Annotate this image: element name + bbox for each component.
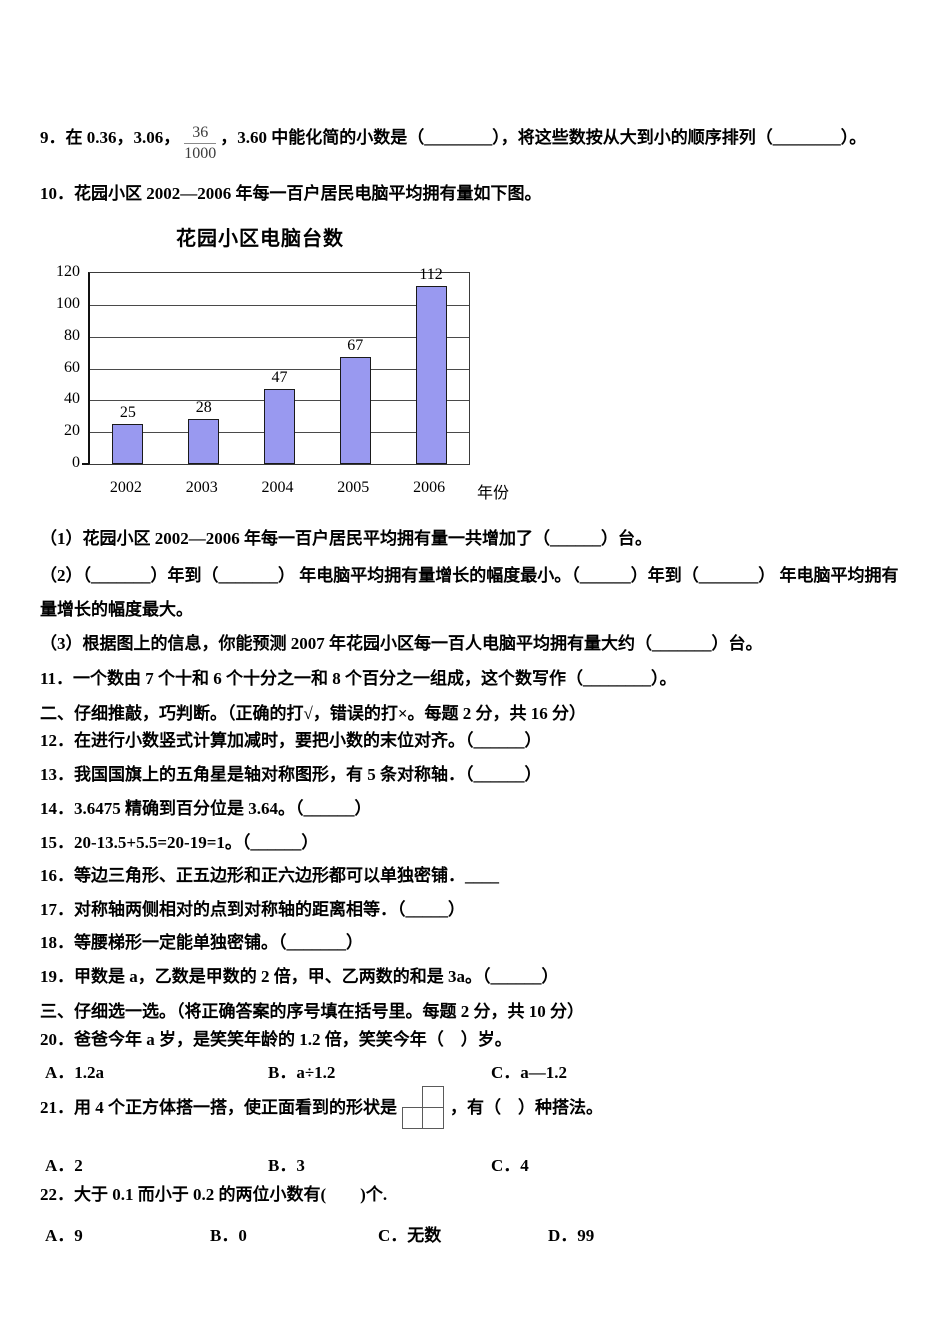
y-axis-tick bbox=[82, 463, 89, 465]
question-20: 20．爸爸今年 a 岁，是笑笑年龄的 1.2 倍，笑笑今年（ ）岁。 bbox=[40, 1030, 512, 1049]
bar-value-label-2002: 25 bbox=[119, 404, 136, 422]
section-3-header: 三、仔细选一选。（将正确答案的序号填在括号里。每题 2 分，共 10 分） bbox=[40, 1002, 584, 1021]
y-axis-label-20: 20 bbox=[64, 422, 80, 440]
cube-front-view-shape bbox=[402, 1086, 445, 1129]
bar-value-label-2003: 28 bbox=[195, 399, 212, 417]
x-axis-label-2004: 2004 bbox=[261, 479, 294, 496]
question-10-sub-3: （3）根据图上的信息，你能预测 2007 年花园小区每一百人电脑平均拥有量大约（… bbox=[40, 634, 763, 653]
y-axis-label-0: 0 bbox=[72, 454, 80, 471]
question-22-option-a: A．9 bbox=[45, 1226, 83, 1245]
question-9: 9．在 0.36，3.06， 36 1000 ，3.60 中能化简的小数是（_____… bbox=[40, 124, 930, 163]
question-18: 18．等腰梯形一定能单独密铺。（_______） bbox=[40, 933, 363, 952]
question-20-option-b: B．a÷1.2 bbox=[268, 1063, 336, 1082]
question-21: 21．用 4 个正方体搭一搭，使正面看到的形状是 ，有（ ）种搭法。 bbox=[40, 1086, 930, 1129]
question-9-text-pre: 9．在 0.36，3.06， bbox=[40, 128, 181, 147]
y-axis-label-40: 40 bbox=[64, 390, 80, 408]
question-16: 16．等边三角形、正五边形和正六边形都可以单独密铺．____ bbox=[40, 866, 499, 885]
gridline-100 bbox=[90, 304, 469, 306]
question-22-options: A．9 B．0 C．无数 D．99 bbox=[0, 1221, 950, 1245]
x-axis-unit-label: 年份 bbox=[477, 485, 510, 502]
question-21-options: A．2 B．3 C．4 bbox=[0, 1151, 950, 1175]
bar-value-label-2005: 67 bbox=[347, 337, 364, 355]
question-15: 15．20-13.5+5.5=20-19=1。（______） bbox=[40, 833, 319, 852]
question-10-sub-2-line-1: （2）（_______）年到（_______） 年电脑平均拥有量增长的幅度最小。… bbox=[40, 566, 899, 585]
question-20-options: A．1.2a B．a÷1.2 C．a—1.2 bbox=[0, 1058, 950, 1082]
y-axis-label-100: 100 bbox=[56, 294, 80, 312]
question-11: 11．一个数由 7 个十和 6 个十分之一和 8 个百分之一组成，这个数写作（_… bbox=[40, 669, 677, 688]
x-axis-label-2003: 2003 bbox=[185, 479, 218, 496]
chart-plot-area: 25 28 47 67 112 bbox=[88, 266, 470, 465]
fraction-36-over-1000: 36 1000 bbox=[184, 124, 217, 163]
question-10-sub-2-line-2: 量增长的幅度最大。 bbox=[40, 600, 193, 619]
question-10-sub-1: （1）花园小区 2002—2006 年每一百户居民平均拥有量一共增加了（____… bbox=[40, 529, 652, 548]
question-21-option-b: B．3 bbox=[268, 1156, 305, 1175]
shape-cell-bottom-left bbox=[402, 1107, 424, 1129]
bar-2003 bbox=[188, 419, 220, 464]
question-21-text-post: ，有（ ）种搭法。 bbox=[450, 1097, 603, 1117]
question-21-option-a: A．2 bbox=[45, 1156, 83, 1175]
fraction-numerator: 36 bbox=[184, 124, 217, 144]
question-9-text-post: ，3.60 中能化简的小数是（________），将这些数按从大到小的顺序排列（… bbox=[220, 128, 867, 147]
bar-2005 bbox=[339, 357, 371, 464]
question-13: 13．我国国旗上的五角星是轴对称图形，有 5 条对称轴．（______） bbox=[40, 765, 542, 784]
bar-value-label-2006: 112 bbox=[419, 265, 443, 283]
gridline-80 bbox=[90, 336, 469, 338]
question-22-option-d: D．99 bbox=[548, 1226, 595, 1245]
y-axis-label-120: 120 bbox=[56, 263, 80, 280]
question-14: 14．3.6475 精确到百分位是 3.64。（______） bbox=[40, 799, 372, 818]
chart-title: 花园小区电脑台数 bbox=[176, 228, 344, 250]
question-12: 12．在进行小数竖式计算加减时，要把小数的末位对齐。（______） bbox=[40, 731, 542, 750]
fraction-denominator: 1000 bbox=[184, 145, 217, 162]
bar-chart: 花园小区电脑台数 25 28 47 67 112 年份 0 20 40 60 80 100 120 2… bbox=[40, 222, 560, 514]
question-21-text-pre: 21．用 4 个正方体搭一搭，使正面看到的形状是 bbox=[40, 1097, 397, 1117]
x-axis-label-2002: 2002 bbox=[109, 479, 142, 496]
question-10: 10．花园小区 2002—2006 年每一百户居民电脑平均拥有量如下图。 bbox=[40, 184, 542, 203]
question-21-option-c: C．4 bbox=[491, 1156, 529, 1175]
y-axis-label-80: 80 bbox=[64, 326, 80, 344]
question-22-option-c: C．无数 bbox=[378, 1226, 442, 1245]
question-20-option-c: C．a—1.2 bbox=[491, 1063, 568, 1082]
bar-2002 bbox=[112, 424, 144, 464]
question-22-option-b: B．0 bbox=[210, 1226, 247, 1245]
y-axis-label-60: 60 bbox=[64, 358, 80, 376]
question-20-option-a: A．1.2a bbox=[45, 1063, 105, 1082]
question-19: 19．甲数是 a，乙数是甲数的 2 倍，甲、乙两数的和是 3a。（______） bbox=[40, 967, 559, 986]
x-axis-label-2006: 2006 bbox=[413, 479, 446, 496]
question-17: 17．对称轴两侧相对的点到对称轴的距离相等．（_____） bbox=[40, 900, 465, 919]
section-2-header: 二、仔细推敲，巧判断。（正确的打√，错误的打×。每题 2 分，共 16 分） bbox=[40, 704, 587, 723]
gridline-60 bbox=[90, 368, 469, 370]
bar-2004 bbox=[264, 389, 295, 464]
bar-value-label-2004: 47 bbox=[271, 369, 288, 387]
x-axis-label-2005: 2005 bbox=[337, 479, 370, 496]
question-22: 22．大于 0.1 而小于 0.2 的两位小数有( )个. bbox=[40, 1185, 388, 1204]
shape-cell-bottom-right bbox=[422, 1107, 444, 1129]
shape-cell-top-right bbox=[422, 1086, 444, 1108]
bar-2006 bbox=[415, 285, 447, 464]
